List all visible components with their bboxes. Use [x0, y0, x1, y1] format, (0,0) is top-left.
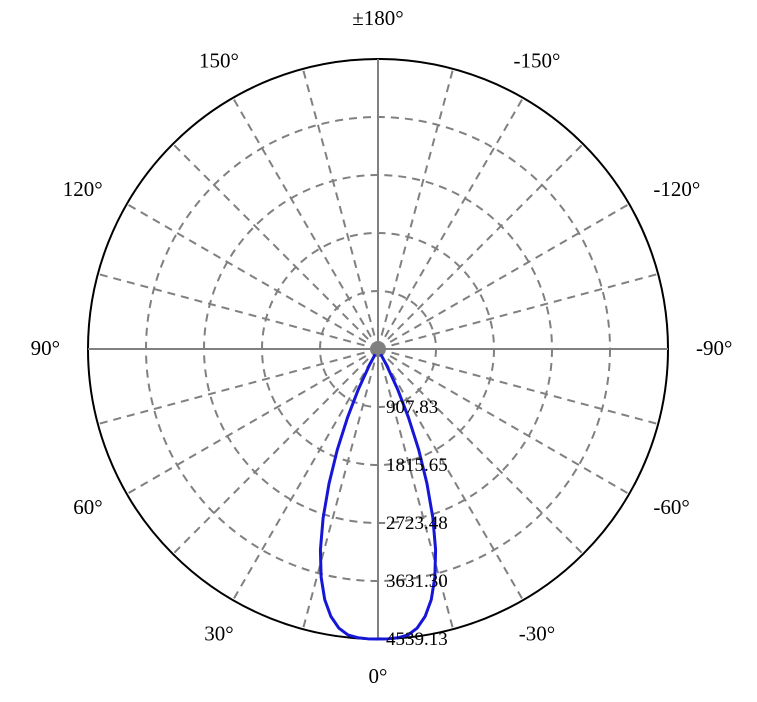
- angle-label: 90°: [31, 336, 60, 360]
- angle-label: 60°: [73, 495, 102, 519]
- angle-label: -60°: [653, 495, 689, 519]
- polar-chart: 907.83 1815.65 2723.48 3631.30 4539.13 ±180° -…: [0, 0, 757, 702]
- angle-label: 0°: [369, 664, 388, 688]
- radial-tick-label: 3631.30: [386, 571, 448, 592]
- angle-label: -120°: [653, 177, 700, 201]
- angle-label: 30°: [204, 621, 233, 645]
- radial-tick-label: 2723.48: [386, 513, 448, 534]
- angle-label: 150°: [199, 49, 239, 73]
- radial-tick-label: 907.83: [386, 397, 438, 418]
- center-dot: [372, 343, 384, 355]
- angle-label: -90°: [696, 336, 732, 360]
- radial-tick-label: 4539.13: [386, 629, 448, 650]
- angle-label: 120°: [63, 177, 103, 201]
- angle-label: -30°: [519, 621, 555, 645]
- angle-label: ±180°: [352, 6, 403, 30]
- angle-label: -150°: [514, 49, 561, 73]
- radial-tick-label: 1815.65: [386, 455, 448, 476]
